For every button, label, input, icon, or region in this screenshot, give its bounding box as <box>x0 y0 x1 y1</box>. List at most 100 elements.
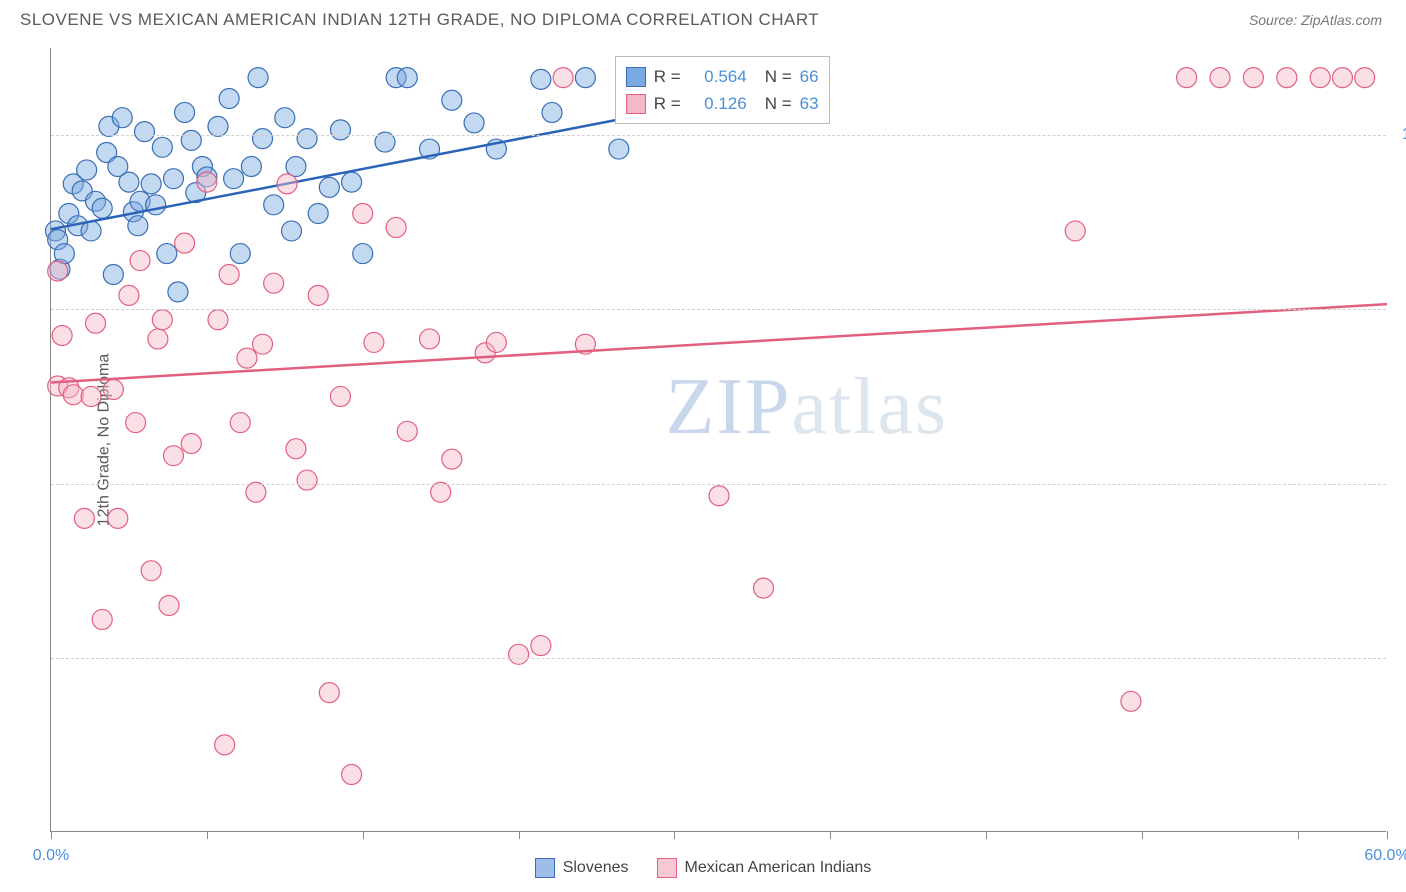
scatter-point <box>237 348 257 368</box>
scatter-point <box>92 198 112 218</box>
y-tick-label: 80.0% <box>1396 475 1406 493</box>
scatter-point <box>52 325 72 345</box>
scatter-point <box>128 216 148 236</box>
scatter-point <box>386 217 406 237</box>
legend-swatch <box>657 858 677 878</box>
scatter-point <box>219 264 239 284</box>
scatter-point <box>353 204 373 224</box>
legend-label: Slovenes <box>563 859 629 877</box>
scatter-point <box>542 102 562 122</box>
scatter-point <box>1065 221 1085 241</box>
scatter-point <box>1355 68 1375 88</box>
scatter-point <box>135 122 155 142</box>
scatter-point <box>1332 68 1352 88</box>
scatter-point <box>148 329 168 349</box>
r-value: 0.564 <box>689 63 747 90</box>
scatter-point <box>364 332 384 352</box>
scatter-svg <box>51 48 1386 831</box>
plot-region: ZIPatlas R =0.564N =66R =0.126N =63 70.0… <box>50 48 1386 832</box>
scatter-point <box>308 285 328 305</box>
scatter-point <box>86 313 106 333</box>
legend-item: Slovenes <box>535 858 629 878</box>
gridline-h <box>51 309 1386 310</box>
scatter-point <box>275 108 295 128</box>
scatter-point <box>420 329 440 349</box>
scatter-point <box>230 413 250 433</box>
scatter-point <box>108 508 128 528</box>
scatter-point <box>103 264 123 284</box>
scatter-point <box>157 244 177 264</box>
n-value: 66 <box>800 63 819 90</box>
scatter-point <box>319 683 339 703</box>
scatter-point <box>353 244 373 264</box>
scatter-point <box>442 90 462 110</box>
stats-swatch <box>626 94 646 114</box>
scatter-point <box>141 561 161 581</box>
x-tick <box>51 831 52 839</box>
stats-row: R =0.126N =63 <box>626 90 819 117</box>
scatter-point <box>397 68 417 88</box>
scatter-point <box>1210 68 1230 88</box>
bottom-legend: SlovenesMexican American Indians <box>0 858 1406 878</box>
gridline-h <box>51 135 1386 136</box>
scatter-point <box>181 130 201 150</box>
scatter-point <box>553 68 573 88</box>
scatter-point <box>297 129 317 149</box>
scatter-point <box>308 204 328 224</box>
source-attribution: Source: ZipAtlas.com <box>1249 12 1382 28</box>
scatter-point <box>208 116 228 136</box>
scatter-point <box>277 174 297 194</box>
scatter-point <box>1121 691 1141 711</box>
scatter-point <box>486 332 506 352</box>
scatter-point <box>248 68 268 88</box>
scatter-point <box>442 449 462 469</box>
correlation-stats-box: R =0.564N =66R =0.126N =63 <box>615 56 830 124</box>
x-tick <box>1387 831 1388 839</box>
scatter-point <box>709 486 729 506</box>
scatter-point <box>253 334 273 354</box>
scatter-point <box>342 172 362 192</box>
x-tick <box>1298 831 1299 839</box>
scatter-point <box>330 120 350 140</box>
scatter-point <box>152 310 172 330</box>
scatter-point <box>119 172 139 192</box>
scatter-point <box>163 446 183 466</box>
scatter-point <box>175 102 195 122</box>
scatter-point <box>208 310 228 330</box>
scatter-point <box>197 172 217 192</box>
scatter-point <box>224 169 244 189</box>
scatter-point <box>342 765 362 785</box>
scatter-point <box>146 195 166 215</box>
scatter-point <box>609 139 629 159</box>
x-tick <box>1142 831 1143 839</box>
scatter-point <box>1277 68 1297 88</box>
scatter-point <box>141 174 161 194</box>
scatter-point <box>159 596 179 616</box>
scatter-point <box>230 244 250 264</box>
scatter-point <box>1310 68 1330 88</box>
scatter-point <box>181 433 201 453</box>
scatter-point <box>431 482 451 502</box>
x-tick <box>830 831 831 839</box>
stats-swatch <box>626 67 646 87</box>
scatter-point <box>77 160 97 180</box>
scatter-point <box>241 156 261 176</box>
legend-swatch <box>535 858 555 878</box>
scatter-point <box>464 113 484 133</box>
scatter-point <box>103 379 123 399</box>
x-tick <box>207 831 208 839</box>
chart-area: 12th Grade, No Diploma ZIPatlas R =0.564… <box>50 48 1386 832</box>
scatter-point <box>1243 68 1263 88</box>
scatter-point <box>330 386 350 406</box>
scatter-point <box>92 609 112 629</box>
scatter-point <box>319 177 339 197</box>
scatter-point <box>281 221 301 241</box>
scatter-point <box>63 385 83 405</box>
scatter-point <box>754 578 774 598</box>
scatter-point <box>163 169 183 189</box>
stats-row: R =0.564N =66 <box>626 63 819 90</box>
chart-title: SLOVENE VS MEXICAN AMERICAN INDIAN 12TH … <box>20 10 819 30</box>
r-value: 0.126 <box>689 90 747 117</box>
scatter-point <box>119 285 139 305</box>
gridline-h <box>51 484 1386 485</box>
